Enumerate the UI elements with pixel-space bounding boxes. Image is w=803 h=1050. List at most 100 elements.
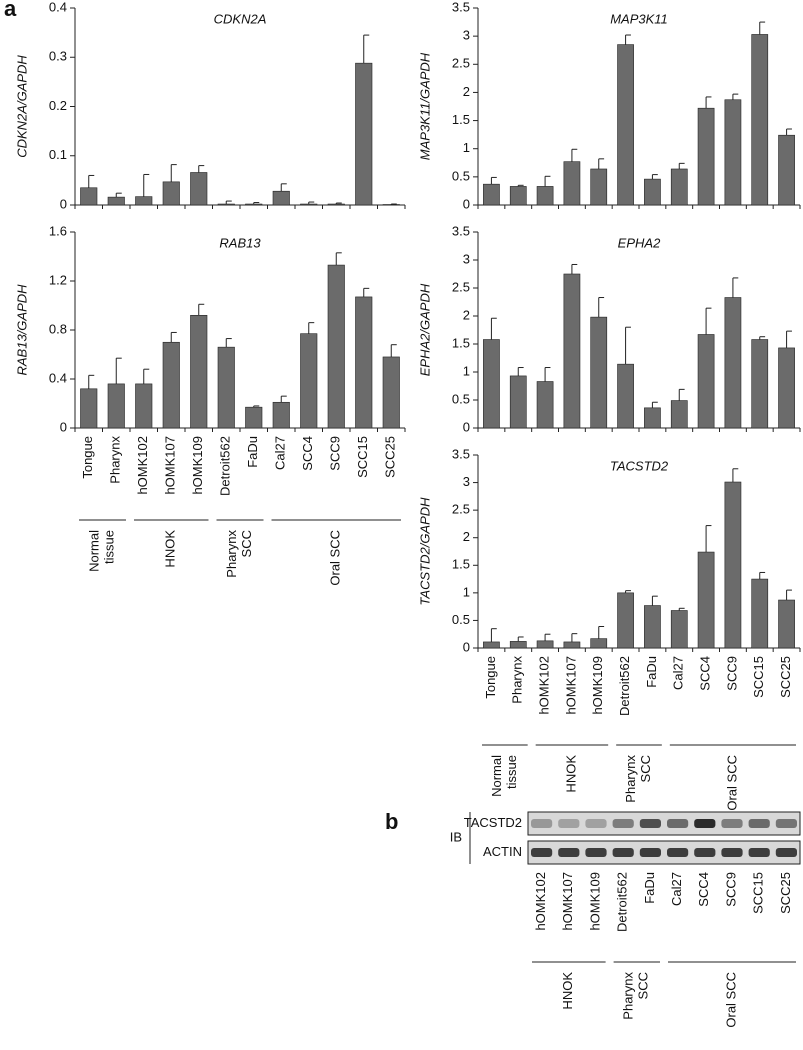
blot-band: [775, 819, 797, 828]
bar: [697, 551, 715, 649]
blot-band: [612, 848, 634, 857]
y-tick-label: 2: [463, 84, 470, 99]
group-label: Oral SCC: [328, 530, 343, 586]
bar: [483, 641, 500, 649]
bar: [644, 407, 661, 429]
bar: [751, 578, 769, 649]
bar: [190, 172, 208, 206]
blot-band: [639, 819, 661, 828]
blot-band: [639, 848, 661, 857]
y-tick-label: 2: [463, 307, 470, 322]
y-tick-label: 2.5: [452, 279, 470, 294]
chart-title: RAB13: [219, 235, 261, 250]
x-tick-label: hOMK109: [587, 872, 602, 931]
y-tick-label: 1: [463, 140, 470, 155]
bar: [536, 186, 554, 206]
x-tick-label: FaDu: [642, 872, 657, 904]
group-label: tissue: [504, 755, 519, 789]
blot-band: [721, 819, 743, 828]
x-tick-label: Detroit562: [615, 872, 630, 932]
bar: [778, 134, 795, 206]
bar: [190, 314, 208, 429]
blot-band: [694, 848, 716, 857]
x-tick-label: FaDu: [644, 656, 659, 688]
x-tick-label: hOMK107: [563, 656, 578, 715]
y-tick-label: 0.5: [452, 612, 470, 627]
bar: [697, 334, 715, 429]
bar: [778, 599, 795, 649]
blot-band: [585, 819, 607, 828]
y-tick-label: 1: [463, 584, 470, 599]
bar: [135, 196, 153, 206]
group-label: HNOK: [563, 755, 578, 793]
blot-method: IB: [450, 829, 462, 844]
bar: [107, 383, 125, 429]
bar: [563, 641, 581, 649]
bar: [509, 641, 527, 649]
bar: [162, 341, 180, 429]
x-tick-label: hOMK102: [135, 436, 150, 495]
x-tick-label: Pharynx: [510, 656, 525, 704]
bar: [107, 196, 125, 206]
group-label: SCC: [636, 972, 651, 999]
bar: [245, 203, 263, 206]
bar: [751, 339, 769, 429]
y-tick-label: 1.5: [452, 112, 470, 127]
bar: [670, 610, 688, 649]
x-tick-label: SCC15: [355, 436, 370, 478]
bar: [697, 107, 715, 206]
bar: [670, 400, 688, 429]
x-tick-label: hOMK102: [533, 872, 548, 931]
y-tick-label: 1.5: [452, 335, 470, 350]
y-tick-label: 0: [463, 419, 470, 434]
group-label: Oral SCC: [723, 972, 738, 1028]
bar: [617, 44, 634, 206]
y-axis-label: EPHA2/GAPDH: [417, 283, 432, 376]
x-tick-label: SCC9: [723, 872, 738, 907]
blot-band: [667, 848, 689, 857]
x-tick-label: SCC4: [698, 656, 713, 691]
bar: [80, 388, 98, 429]
group-label: Pharynx: [621, 972, 636, 1020]
group-label: SCC: [638, 755, 653, 782]
y-tick-label: 3.5: [452, 223, 470, 238]
x-tick-label: Cal27: [669, 872, 684, 906]
chart-title: EPHA2: [618, 235, 661, 250]
chart-title: CDKN2A: [214, 11, 267, 26]
y-tick-label: 2: [463, 529, 470, 544]
bar: [162, 181, 180, 206]
blot-band: [531, 819, 553, 828]
x-tick-label: Tongue: [80, 436, 95, 479]
bar: [590, 168, 608, 206]
x-tick-label: SCC25: [778, 872, 793, 914]
x-tick-label: hOMK109: [590, 656, 605, 715]
bar: [300, 203, 318, 206]
bar: [483, 339, 500, 429]
chart-title: TACSTD2: [610, 458, 669, 473]
x-tick-label: Cal27: [273, 436, 288, 470]
y-tick-label: 0.4: [49, 0, 67, 14]
x-tick-label: SCC25: [383, 436, 398, 478]
y-tick-label: 0.8: [49, 321, 67, 336]
bar: [300, 333, 318, 429]
blot-row-label: ACTIN: [483, 844, 522, 859]
y-tick-label: 0: [60, 419, 67, 434]
x-tick-label: hOMK109: [190, 436, 205, 495]
bar: [536, 640, 554, 649]
bar: [724, 99, 742, 206]
bar: [724, 297, 742, 429]
x-tick-label: FaDu: [245, 436, 260, 468]
x-tick-label: Cal27: [671, 656, 686, 690]
y-tick-label: 1.5: [452, 557, 470, 572]
y-tick-label: 3.5: [452, 0, 470, 14]
y-tick-label: 0.3: [49, 49, 67, 64]
blot-band: [667, 819, 689, 828]
x-tick-label: SCC15: [751, 656, 766, 698]
y-tick-label: 3: [463, 474, 470, 489]
x-tick-label: hOMK107: [560, 872, 575, 931]
x-tick-label: Detroit562: [218, 436, 233, 496]
blot-strip: [527, 811, 801, 836]
y-tick-label: 0: [60, 196, 67, 211]
bar: [217, 203, 235, 206]
